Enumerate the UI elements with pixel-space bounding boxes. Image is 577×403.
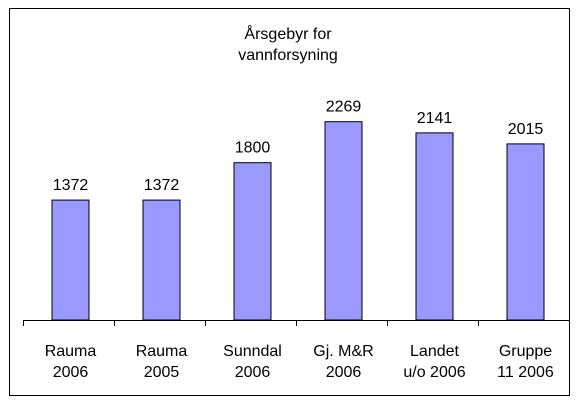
x-tick-label: Sunndal 2006	[223, 343, 282, 381]
value-label: 1800	[235, 140, 271, 157]
chart-title: Årsgebyr for vannforsyning	[238, 26, 338, 64]
value-label: 2141	[417, 110, 453, 127]
x-tick-label: Rauma 2006	[44, 343, 97, 381]
bar	[142, 199, 181, 321]
bar	[233, 162, 272, 321]
x-tick-label: Gj. M&R 2006	[313, 343, 374, 381]
value-label: 2269	[326, 99, 362, 116]
value-label: 1372	[53, 177, 89, 194]
value-label: 1372	[144, 177, 180, 194]
bar	[415, 132, 454, 321]
x-tick-label: Landet u/o 2006	[403, 343, 466, 381]
chart-border	[9, 8, 570, 396]
x-tick-label: Gruppe 11 2006	[497, 343, 554, 381]
bar	[506, 143, 545, 321]
bar	[51, 199, 90, 321]
x-tick-label: Rauma 2005	[135, 343, 188, 381]
bar	[324, 121, 363, 321]
value-label: 2015	[508, 121, 544, 138]
